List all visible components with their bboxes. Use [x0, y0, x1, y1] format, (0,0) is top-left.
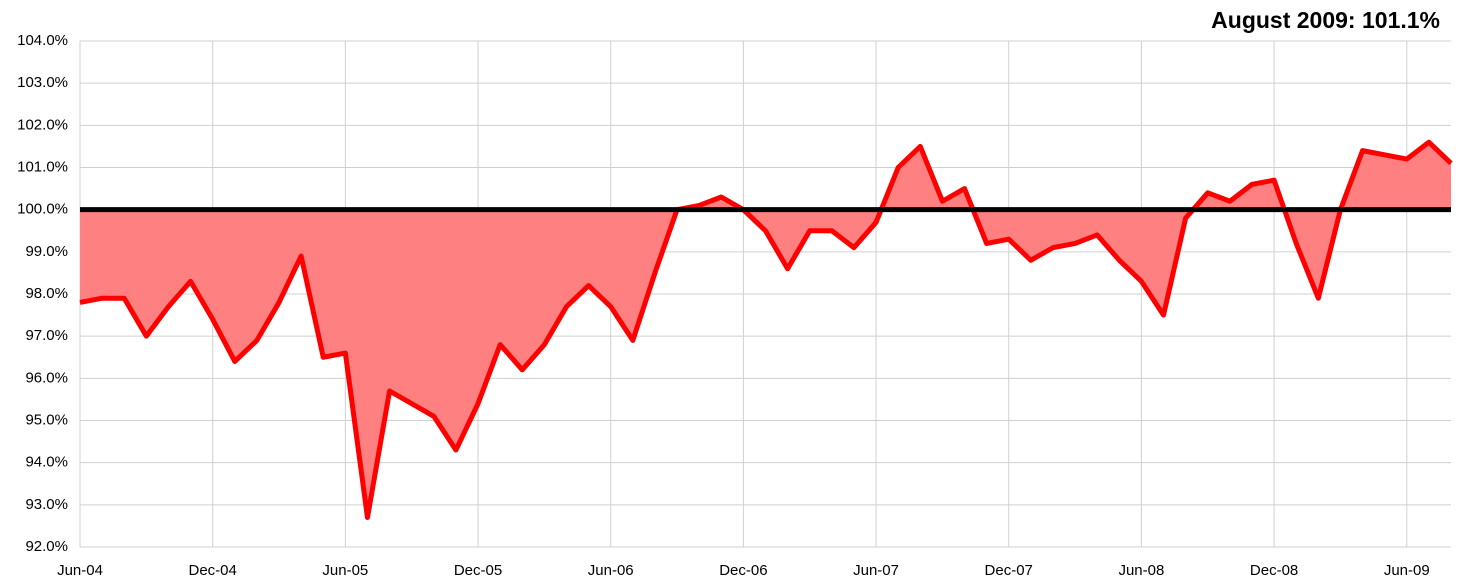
line — [79, 139, 1453, 520]
y-tick-label: 102.0% — [17, 116, 68, 133]
y-tick-label: 98.0% — [25, 285, 68, 302]
x-tick-label: Jun-05 — [322, 562, 368, 579]
y-tick-label: 94.0% — [25, 454, 68, 471]
x-tick-label: Jun-08 — [1118, 562, 1164, 579]
x-tick-label: Dec-04 — [188, 562, 236, 579]
x-tick-label: Jun-04 — [57, 562, 103, 579]
y-tick-label: 97.0% — [25, 327, 68, 344]
x-tick-label: Jun-06 — [588, 562, 634, 579]
y-tick-label: 96.0% — [25, 369, 68, 386]
x-tick-label: Dec-08 — [1250, 562, 1298, 579]
chart-title: August 2009: 101.1% — [1211, 7, 1440, 33]
y-tick-label: 92.0% — [25, 538, 68, 555]
x-tick-label: Dec-07 — [985, 562, 1033, 579]
x-tick-label: Jun-07 — [853, 562, 899, 579]
y-tick-label: 100.0% — [17, 201, 68, 218]
y-tick-label: 101.0% — [17, 158, 68, 175]
x-tick-label: Dec-05 — [454, 562, 502, 579]
y-tick-label: 103.0% — [17, 74, 68, 91]
y-tick-label: 99.0% — [25, 243, 68, 260]
y-tick-label: 104.0% — [17, 32, 68, 49]
y-tick-label: 93.0% — [25, 496, 68, 513]
y-tick-label: 95.0% — [25, 411, 68, 428]
x-tick-label: Dec-06 — [719, 562, 767, 579]
x-tick-label: Jun-09 — [1384, 562, 1430, 579]
area — [80, 142, 1451, 518]
